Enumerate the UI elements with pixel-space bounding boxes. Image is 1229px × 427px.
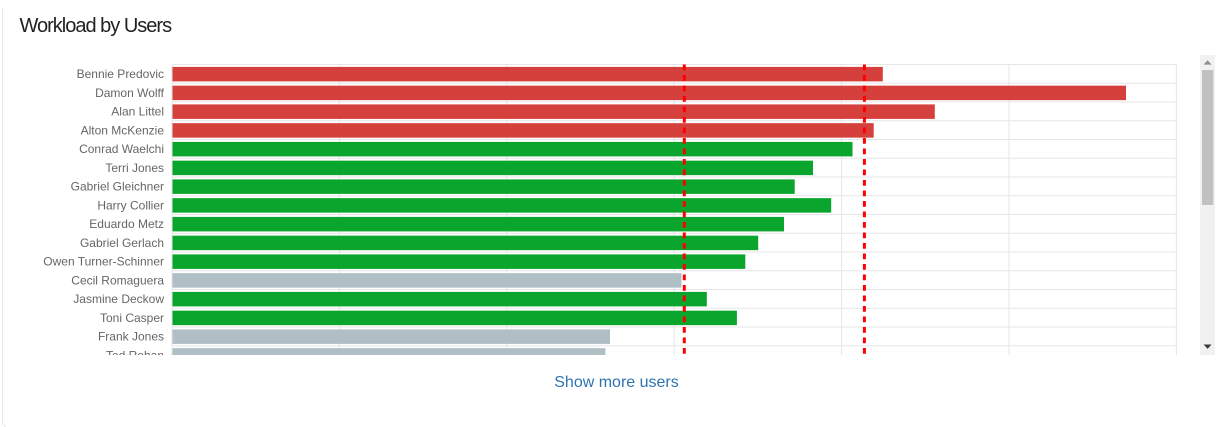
svg-text:Jasmine Deckow: Jasmine Deckow xyxy=(73,292,164,306)
svg-text:Alan Littel: Alan Littel xyxy=(111,105,164,119)
svg-text:Toni Casper: Toni Casper xyxy=(100,311,164,325)
svg-text:Frank Jones: Frank Jones xyxy=(98,330,164,344)
svg-text:Alton McKenzie: Alton McKenzie xyxy=(81,123,165,137)
svg-text:Terri Jones: Terri Jones xyxy=(105,161,164,175)
svg-text:Damon Wolff: Damon Wolff xyxy=(95,86,165,100)
svg-text:Harry Collier: Harry Collier xyxy=(97,198,164,212)
svg-text:Ted Rohan: Ted Rohan xyxy=(106,348,164,362)
svg-text:Gabriel Gerlach: Gabriel Gerlach xyxy=(80,236,164,250)
svg-text:Conrad Waelchi: Conrad Waelchi xyxy=(79,142,164,156)
svg-text:Eduardo Metz: Eduardo Metz xyxy=(89,217,164,231)
svg-text:Gabriel Gleichner: Gabriel Gleichner xyxy=(71,180,164,194)
svg-text:Owen Turner-Schinner: Owen Turner-Schinner xyxy=(43,255,164,269)
svg-text:Bennie Predovic: Bennie Predovic xyxy=(77,67,164,81)
svg-text:Cecil Romaguera: Cecil Romaguera xyxy=(71,273,164,287)
